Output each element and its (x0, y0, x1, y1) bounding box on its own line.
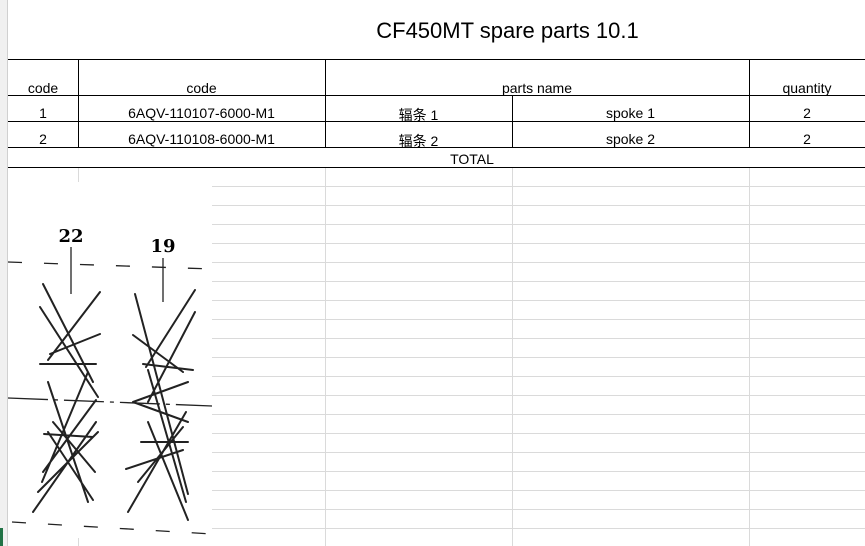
sheet-title[interactable]: CF450MT spare parts 10.1 (376, 18, 639, 43)
border (8, 59, 865, 60)
header-quantity[interactable]: quantity (782, 80, 832, 96)
gridline (8, 509, 865, 510)
border (8, 147, 865, 148)
cell-name-cn[interactable]: 辐条 2 (398, 133, 439, 149)
cell-code[interactable]: 6AQV-110108-6000-M1 (128, 131, 275, 147)
row-header-strip[interactable] (0, 0, 8, 546)
gridline (8, 186, 865, 187)
gridline (749, 168, 750, 546)
border (8, 95, 865, 96)
cell-name-en[interactable]: spoke 2 (605, 131, 656, 147)
gridline (8, 376, 865, 377)
border (512, 95, 513, 147)
header-parts-name[interactable]: parts name (501, 80, 573, 96)
diagram-label-22: 22 (58, 226, 83, 247)
header-code-2[interactable]: code (186, 80, 217, 96)
diagram-label-19: 19 (150, 236, 175, 257)
cell-no[interactable]: 2 (39, 131, 47, 147)
gridline (8, 452, 865, 453)
border (8, 121, 865, 122)
cell-code[interactable]: 6AQV-110107-6000-M1 (128, 105, 275, 121)
gridline (8, 414, 865, 415)
header-code[interactable]: code (27, 80, 59, 96)
gridline (8, 433, 865, 434)
cell-qty[interactable]: 2 (803, 131, 811, 147)
cell-name-en[interactable]: spoke 1 (605, 105, 656, 121)
gridline (8, 243, 865, 244)
gridline (8, 471, 865, 472)
cell-no[interactable]: 1 (39, 105, 47, 121)
spoke-diagram-image[interactable]: 22 19 (7, 182, 213, 538)
gridline (325, 168, 326, 546)
gridline (8, 528, 865, 529)
gridline (8, 357, 865, 358)
border (78, 59, 79, 147)
gridline (8, 319, 865, 320)
gridline (8, 300, 865, 301)
spoke-diagram-svg: 22 19 (7, 226, 213, 535)
cell-qty[interactable]: 2 (803, 105, 811, 121)
gridline (8, 224, 865, 225)
gridline (512, 168, 513, 546)
gridline (8, 205, 865, 206)
gridline (8, 490, 865, 491)
gridline (8, 262, 865, 263)
gridline (8, 395, 865, 396)
cell-name-cn[interactable]: 辐条 1 (398, 107, 439, 123)
gridline (8, 281, 865, 282)
border (325, 59, 326, 147)
row-selection-indicator (0, 528, 3, 546)
total-label[interactable]: TOTAL (450, 151, 494, 167)
gridline (8, 338, 865, 339)
border (749, 59, 750, 147)
border (8, 167, 865, 168)
